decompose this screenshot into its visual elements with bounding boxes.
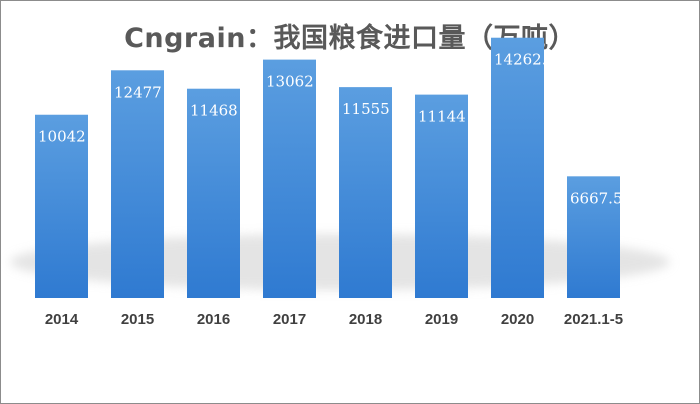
data-label-2019: 11144	[418, 108, 466, 126]
x-tick-2020: 2020	[501, 311, 534, 328]
data-label-2015: 12477	[114, 83, 162, 101]
data-label-2014: 10042	[38, 128, 86, 146]
bar-2020	[491, 37, 544, 298]
x-tick-2021.1-5: 2021.1-5	[564, 311, 623, 328]
bar-2015	[111, 70, 164, 299]
bar-2019	[415, 94, 468, 298]
bar-2018	[339, 87, 392, 298]
bar-2014	[35, 114, 88, 299]
data-label-2018: 11555	[342, 100, 390, 118]
x-tick-2015: 2015	[121, 311, 154, 328]
x-tick-2018: 2018	[349, 311, 382, 328]
data-label-2021.1-5: 6667.5	[570, 189, 623, 207]
x-tick-2016: 2016	[197, 311, 230, 328]
x-tick-2017: 2017	[273, 311, 306, 328]
bar-2017	[263, 59, 316, 298]
bar-2016	[187, 88, 240, 298]
data-label-2017: 13062	[266, 73, 314, 91]
x-tick-2019: 2019	[425, 311, 458, 328]
data-label-2016: 11468	[190, 102, 238, 120]
x-tick-2014: 2014	[45, 311, 79, 328]
bar-2021.1-5	[567, 176, 620, 298]
data-label-2020: 14262.1	[494, 51, 556, 69]
